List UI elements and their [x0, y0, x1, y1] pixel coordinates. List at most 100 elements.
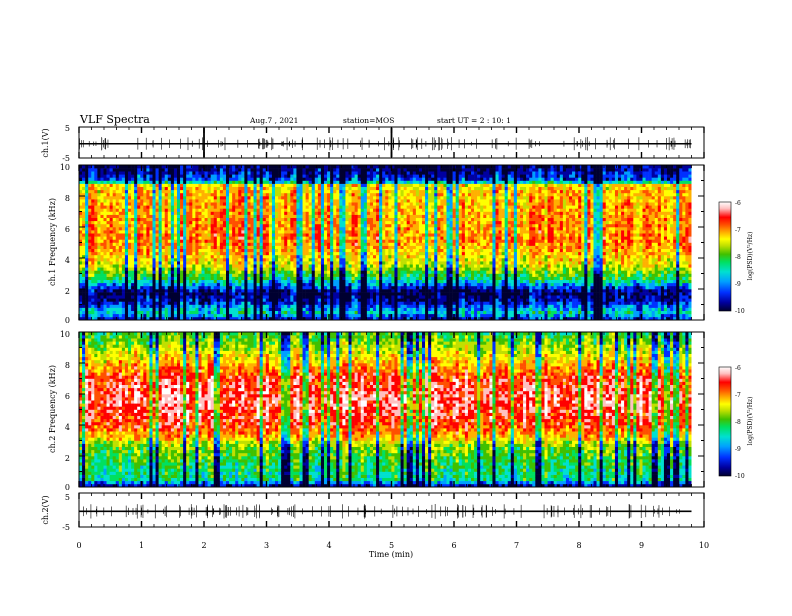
- ch1-spectrogram-cell: [352, 252, 355, 255]
- ch1-spectrogram-cell: [134, 233, 137, 236]
- ch1-spectrogram-cell: [296, 249, 299, 252]
- ch1-spectrogram-cell: [321, 236, 324, 239]
- ch1-spectrogram-cell: [159, 249, 162, 252]
- ch1-spectrogram-cell: [100, 171, 103, 174]
- ch1-spectrogram-cell: [125, 177, 128, 180]
- ch1-spectrogram-cell: [91, 311, 94, 314]
- ch1-spectrogram-cell: [339, 239, 342, 242]
- ch1-spectrogram-cell: [189, 230, 192, 233]
- ch1-spectrogram-cell: [143, 249, 146, 252]
- ch1-spectrogram-cell: [358, 236, 361, 239]
- ch1-spectrogram-cell: [290, 252, 293, 255]
- ch1-spectrogram-cell: [315, 215, 318, 218]
- ch1-spectrogram-cell: [82, 190, 85, 193]
- ch1-spectrogram-cell: [232, 215, 235, 218]
- ch1-spectrogram-cell: [143, 218, 146, 221]
- ch1-spectrogram-cell: [140, 196, 143, 199]
- ch1-spectrogram-cell: [238, 202, 241, 205]
- ch1-spectrogram-cell: [107, 236, 110, 239]
- ch1-spectrogram-cell: [134, 286, 137, 289]
- ch1-spectrogram-cell: [223, 212, 226, 215]
- ch1-spectrogram-cell: [223, 196, 226, 199]
- ch1-spectrogram-cell: [208, 218, 211, 221]
- ch1-spectrogram-cell: [153, 274, 156, 277]
- ch1-spectrogram-cell: [370, 227, 373, 230]
- ch1-spectrogram-cell: [330, 283, 333, 286]
- ch1-spectrogram-cell: [324, 305, 327, 308]
- ch1-spectrogram-cell: [293, 264, 296, 267]
- ch1-spectrogram-cell: [241, 174, 244, 177]
- ch1-spectrogram-cell: [220, 298, 223, 301]
- ch1-spectrogram-cell: [146, 236, 149, 239]
- ch1-spectrogram-cell: [303, 202, 306, 205]
- ch1-spectrogram-cell: [364, 218, 367, 221]
- ch1-spectrogram-cell: [306, 184, 309, 187]
- ch1-spectrogram-cell: [110, 283, 113, 286]
- ch1-spectrogram-cell: [324, 233, 327, 236]
- ch1-spectrogram-cell: [128, 280, 131, 283]
- ch1-spectrogram-cell: [137, 177, 140, 180]
- ch1-spectrogram-cell: [339, 181, 342, 184]
- ch1-spectrogram-cell: [293, 174, 296, 177]
- ch1-spectrogram-cell: [284, 280, 287, 283]
- ch1-spectrogram-cell: [318, 174, 321, 177]
- ch1-spectrogram-cell: [352, 227, 355, 230]
- ch1-spectrogram-cell: [192, 221, 195, 224]
- ch1-spectrogram-cell: [349, 177, 352, 180]
- ch1-spectrogram-cell: [373, 221, 376, 224]
- ch1-spectrogram-cell: [315, 212, 318, 215]
- ch1-spectrogram-cell: [300, 171, 303, 174]
- ch1-spectrogram-cell: [223, 311, 226, 314]
- ch1-spectrogram-cell: [361, 261, 364, 264]
- ch1-spectrogram-cell: [140, 187, 143, 190]
- ch1-spectrogram-cell: [254, 270, 257, 273]
- ch1-spectrogram-cell: [162, 295, 165, 298]
- ch1-spectrogram-cell: [257, 190, 260, 193]
- ch1-spectrogram-cell: [100, 295, 103, 298]
- ch1-spectrogram-cell: [177, 314, 180, 317]
- ch1-spectrogram-cell: [149, 224, 152, 227]
- ch1-spectrogram-cell: [159, 187, 162, 190]
- ch1-spectrogram-cell: [361, 193, 364, 196]
- ch1-spectrogram-cell: [327, 258, 330, 261]
- ch1-spectrogram-cell: [272, 199, 275, 202]
- ch1-spectrogram-cell: [367, 221, 370, 224]
- ch1-spectrogram-cell: [321, 221, 324, 224]
- ch1-spectrogram-cell: [303, 212, 306, 215]
- ch1-spectrogram-cell: [214, 283, 217, 286]
- ch1-spectrogram-cell: [306, 199, 309, 202]
- ch1-spectrogram-cell: [235, 246, 238, 249]
- ch1-spectrogram-cell: [272, 227, 275, 230]
- ch1-spectrogram-cell: [370, 243, 373, 246]
- ch1-spectrogram-cell: [177, 227, 180, 230]
- ch1-spectrogram-cell: [149, 264, 152, 267]
- ch1-spectrogram-cell: [122, 301, 125, 304]
- ch1-spectrogram-cell: [104, 280, 107, 283]
- ch1-spectrogram-cell: [198, 280, 201, 283]
- ch1-spectrogram-cell: [318, 261, 321, 264]
- ch1-spectrogram-cell: [88, 305, 91, 308]
- ch1-spectrogram-cell: [342, 314, 345, 317]
- ch1-spectrogram-cell: [100, 212, 103, 215]
- ch1-spectrogram-cell: [306, 233, 309, 236]
- ch1-spectrogram-cell: [146, 264, 149, 267]
- ch1-spectrogram-cell: [149, 236, 152, 239]
- ch1-spectrogram-cell: [159, 221, 162, 224]
- ch1-spectrogram-cell: [269, 314, 272, 317]
- ch1-waveform-ytick-bottom: -5: [62, 154, 70, 163]
- ch1-spectrogram-cell: [104, 205, 107, 208]
- ch1-spectrogram-cell: [82, 236, 85, 239]
- ch1-spectrogram-cell: [251, 193, 254, 196]
- ch1-spectrogram-cell: [235, 277, 238, 280]
- ch1-spectrogram-cell: [220, 218, 223, 221]
- ch1-spectrogram-cell: [202, 243, 205, 246]
- ch1-spectrogram-cell: [205, 289, 208, 292]
- ch1-spectrogram-cell: [370, 196, 373, 199]
- ch1-spectrogram-cell: [205, 187, 208, 190]
- ch1-spectrogram-cell: [358, 184, 361, 187]
- ch1-spectrogram-cell: [309, 233, 312, 236]
- ch1-spectrogram-cell: [361, 233, 364, 236]
- ch1-spectrogram-cell: [156, 208, 159, 211]
- ch1-spectrogram-cell: [131, 274, 134, 277]
- ch1-spectrogram-cell: [324, 301, 327, 304]
